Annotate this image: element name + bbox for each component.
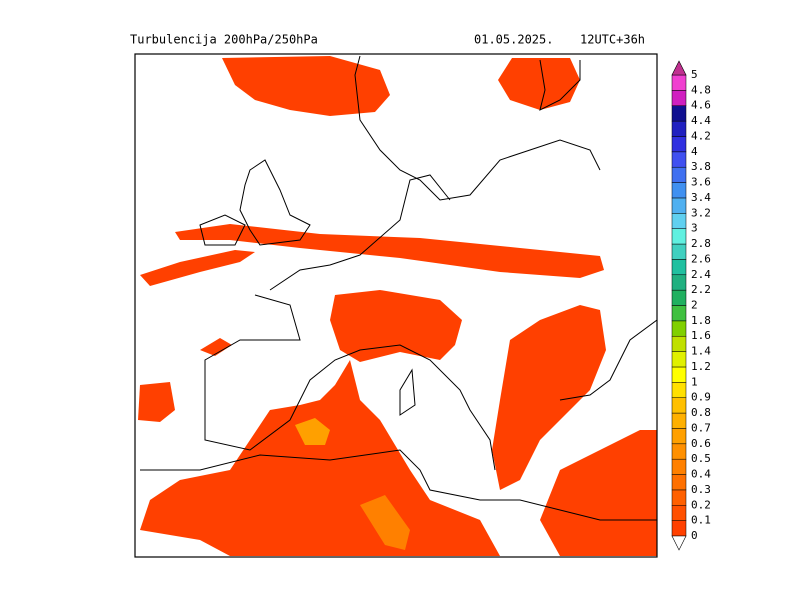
turbulence-area <box>330 290 462 362</box>
colorbar-label: 3 <box>691 222 698 235</box>
colorbar-segment <box>671 351 687 368</box>
turbulence-area <box>492 305 606 490</box>
colorbar-segment <box>671 228 687 245</box>
turbulence-area <box>175 224 604 278</box>
turbulence-area <box>540 430 657 556</box>
colorbar-segment <box>671 489 687 506</box>
turbulence-core <box>295 418 330 445</box>
colorbar-label: 1.8 <box>691 314 711 327</box>
turbulence-area <box>498 58 580 110</box>
colorbar-label: 3.8 <box>691 160 711 173</box>
colorbar-label: 2.8 <box>691 237 711 250</box>
colorbar-label: 0.9 <box>691 391 711 404</box>
colorbar-label: 2.4 <box>691 268 711 281</box>
colorbar-segment <box>671 197 687 214</box>
colorbar-segment <box>671 274 687 291</box>
colorbar-label: 3.4 <box>691 191 711 204</box>
coastline <box>239 159 311 246</box>
colorbar-segment <box>671 105 687 122</box>
colorbar-label: 3.2 <box>691 206 711 219</box>
colorbar-segment <box>671 166 687 183</box>
coastline <box>199 214 246 246</box>
colorbar-segment <box>671 151 687 168</box>
turbulence-area <box>222 56 390 116</box>
coastline <box>354 55 601 201</box>
colorbar-segment <box>671 443 687 460</box>
colorbar-label: 2 <box>691 299 698 312</box>
forecast-date: 01.05.2025. <box>474 33 553 47</box>
colorbar-segment <box>671 320 687 337</box>
colorbar-segment <box>671 428 687 445</box>
colorbar-segment <box>671 474 687 491</box>
colorbar-segment <box>671 182 687 199</box>
turbulence-area <box>140 360 500 556</box>
colorbar-label: 0.4 <box>691 468 711 481</box>
map-area <box>134 53 658 558</box>
colorbar-label: 4.6 <box>691 99 711 112</box>
coastline <box>269 174 451 291</box>
colorbar-label: 0.7 <box>691 421 711 434</box>
colorbar-segment <box>671 90 687 106</box>
colorbar-segment <box>671 335 687 352</box>
colorbar-label: 4.2 <box>691 129 711 142</box>
colorbar-label: 4.8 <box>691 83 711 96</box>
colorbar-label: 0.1 <box>691 514 711 527</box>
colorbar-segment <box>671 74 687 91</box>
colorbar-label: 4.4 <box>691 114 711 127</box>
colorbar-label: 0 <box>691 529 698 542</box>
colorbar-label: 0.8 <box>691 406 711 419</box>
colorbar-label: 1.2 <box>691 360 711 373</box>
colorbar: 0 0.1 0.2 0.3 0.4 0.5 0.6 0.7 0.8 0.9 1 1.2 1.4 1.6 1.… <box>671 60 711 551</box>
coastline <box>539 59 581 111</box>
coastline <box>204 294 496 471</box>
coastline <box>140 449 657 521</box>
colorbar-label: 0.5 <box>691 452 711 465</box>
colorbar-label: 1 <box>691 375 698 388</box>
colorbar-label: 0.6 <box>691 437 711 450</box>
colorbar-label: 0.3 <box>691 483 711 496</box>
colorbar-label: 4 <box>691 145 698 158</box>
colorbar-under <box>671 535 687 551</box>
coastline <box>399 368 416 416</box>
turbulence-area <box>138 382 175 422</box>
colorbar-segment <box>671 505 687 521</box>
colorbar-segment <box>671 289 687 306</box>
colorbar-segment <box>671 366 687 383</box>
turbulence-core <box>360 495 410 550</box>
colorbar-segment <box>671 243 687 260</box>
colorbar-segment <box>671 136 687 153</box>
colorbar-label: 5 <box>691 68 698 81</box>
colorbar-label: 2.2 <box>691 283 711 296</box>
colorbar-segment <box>671 213 687 229</box>
map-title: Turbulencija 200hPa/250hPa <box>130 33 318 47</box>
colorbar-segment <box>671 259 687 276</box>
colorbar-label: 1.6 <box>691 329 711 342</box>
coastline <box>559 319 657 401</box>
colorbar-over <box>671 60 687 76</box>
colorbar-segment <box>671 305 687 322</box>
colorbar-label: 3.6 <box>691 176 711 189</box>
colorbar-label: 1.4 <box>691 345 711 358</box>
turbulence-area <box>200 338 232 356</box>
colorbar-label: 2.6 <box>691 252 711 265</box>
colorbar-segment <box>671 520 687 537</box>
colorbar-segment <box>671 458 687 475</box>
map-frame <box>134 53 658 558</box>
colorbar-segment <box>671 120 687 137</box>
turbulence-area <box>140 250 255 286</box>
colorbar-segment <box>671 397 687 414</box>
colorbar-segment <box>671 382 687 398</box>
forecast-run: 12UTC+36h <box>580 33 645 47</box>
colorbar-segment <box>671 412 687 429</box>
colorbar-label: 0.2 <box>691 498 711 511</box>
